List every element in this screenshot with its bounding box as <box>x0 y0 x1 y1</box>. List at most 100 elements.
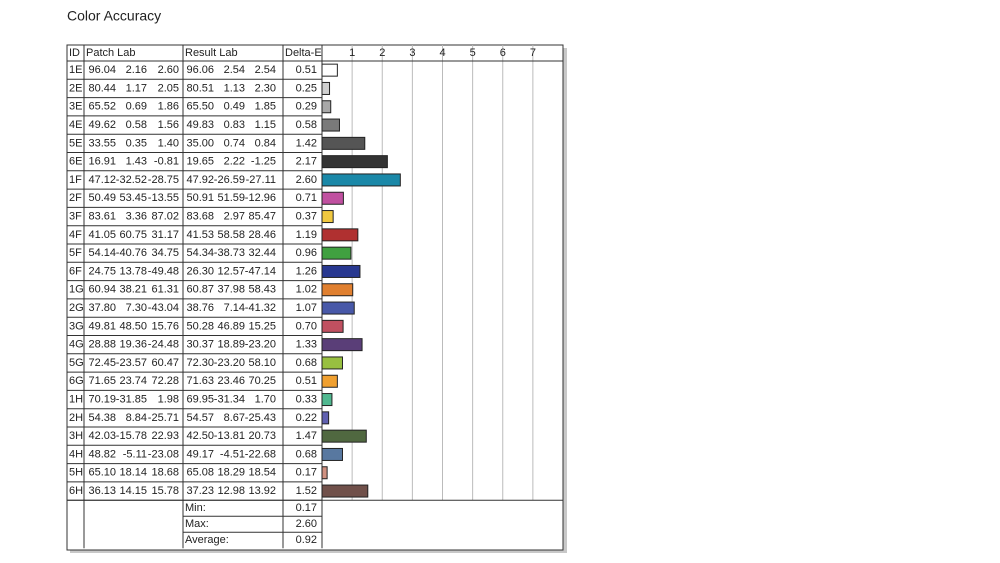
result-lab: 80.51 <box>186 82 214 94</box>
patch-lab: 16.91 <box>88 156 116 168</box>
patch-lab: 37.80 <box>88 302 116 314</box>
result-lab: 26.30 <box>186 265 214 277</box>
bar <box>321 118 340 132</box>
patch-lab: 71.65 <box>88 375 116 387</box>
result-lab: -23.20 <box>214 357 245 369</box>
result-lab: 1.85 <box>255 101 276 113</box>
result-lab: 70.25 <box>248 375 276 387</box>
patch-lab: 1.98 <box>158 393 179 405</box>
result-lab: 28.46 <box>248 229 276 241</box>
bar <box>321 393 333 407</box>
patch-lab: 2.16 <box>126 64 147 76</box>
result-lab: 58.10 <box>248 357 276 369</box>
patch-lab: 83.61 <box>88 210 116 222</box>
result-lab: 15.25 <box>248 320 276 332</box>
row-id: 6H <box>69 485 83 497</box>
patch-lab: -13.55 <box>148 192 179 204</box>
result-lab: 60.87 <box>186 284 214 296</box>
delta-e: 0.37 <box>296 210 317 222</box>
patch-lab: 49.81 <box>88 320 116 332</box>
result-lab: 54.57 <box>186 412 214 424</box>
summary-label: Average: <box>185 534 229 546</box>
bar <box>321 411 330 425</box>
result-lab: 50.28 <box>186 320 214 332</box>
result-lab: 58.58 <box>217 229 245 241</box>
bar <box>321 466 328 480</box>
header: ID <box>69 47 80 59</box>
result-lab: 38.76 <box>186 302 214 314</box>
row-id: 1E <box>69 64 82 76</box>
delta-e: 2.17 <box>296 156 317 168</box>
result-lab: -13.81 <box>214 430 245 442</box>
delta-e: 1.19 <box>296 229 317 241</box>
bar <box>321 319 344 333</box>
patch-lab: 0.58 <box>126 119 147 131</box>
patch-lab: 22.93 <box>151 430 179 442</box>
patch-lab: 1.17 <box>126 82 147 94</box>
result-lab: 0.84 <box>255 137 276 149</box>
result-lab: 2.30 <box>255 82 276 94</box>
patch-lab: -32.52 <box>116 174 147 186</box>
delta-e: 1.02 <box>296 284 317 296</box>
delta-e: 0.68 <box>296 357 317 369</box>
result-lab: 69.95 <box>186 393 214 405</box>
delta-e: 1.47 <box>296 430 317 442</box>
result-lab: 41.53 <box>186 229 214 241</box>
result-lab: -22.68 <box>245 448 276 460</box>
bar <box>321 191 344 205</box>
patch-lab: 60.75 <box>119 229 147 241</box>
delta-e: 2.60 <box>296 174 317 186</box>
row-id: 6F <box>69 265 82 277</box>
patch-lab: 80.44 <box>88 82 116 94</box>
patch-lab: 2.05 <box>158 82 179 94</box>
patch-lab: 49.62 <box>88 119 116 131</box>
patch-lab: 15.78 <box>151 485 179 497</box>
header: Patch Lab <box>86 47 136 59</box>
result-lab: -25.43 <box>245 412 276 424</box>
patch-lab: -5.11 <box>123 448 147 460</box>
result-lab: -38.73 <box>214 247 245 259</box>
patch-lab: 15.76 <box>151 320 179 332</box>
row-id: 4F <box>69 229 82 241</box>
patch-lab: 31.17 <box>151 229 179 241</box>
result-lab: 0.83 <box>224 119 245 131</box>
row-id: 3H <box>69 430 83 442</box>
delta-e: 0.58 <box>296 119 317 131</box>
result-lab: 2.54 <box>224 64 245 76</box>
result-lab: 65.08 <box>186 467 214 479</box>
patch-lab: 60.94 <box>88 284 116 296</box>
result-lab: 18.29 <box>217 467 245 479</box>
result-lab: 1.13 <box>224 82 245 94</box>
delta-e: 0.29 <box>296 101 317 113</box>
result-lab: -41.32 <box>245 302 276 314</box>
patch-lab: -0.81 <box>154 156 179 168</box>
result-lab: 71.63 <box>186 375 214 387</box>
bar <box>321 484 369 498</box>
patch-lab: -24.48 <box>148 339 179 351</box>
patch-lab: 18.68 <box>151 467 179 479</box>
delta-e: 0.96 <box>296 247 317 259</box>
delta-e: 1.26 <box>296 265 317 277</box>
result-lab: -26.59 <box>214 174 245 186</box>
row-id: 6G <box>69 375 84 387</box>
row-id: 5H <box>69 467 83 479</box>
bar <box>321 356 343 370</box>
patch-lab: 18.14 <box>119 467 147 479</box>
patch-lab: 13.78 <box>119 265 147 277</box>
patch-lab: -43.04 <box>148 302 179 314</box>
row-id: 1G <box>69 284 84 296</box>
patch-lab: 53.45 <box>119 192 147 204</box>
delta-e: 1.42 <box>296 137 317 149</box>
bar <box>321 81 331 95</box>
bar <box>321 447 343 461</box>
bar <box>321 210 334 224</box>
delta-e: 0.17 <box>296 467 317 479</box>
bar <box>321 338 363 352</box>
delta-e: 0.51 <box>296 64 317 76</box>
result-lab: -31.34 <box>214 393 245 405</box>
result-lab: 19.65 <box>186 156 214 168</box>
row-id: 2G <box>69 302 84 314</box>
patch-lab: 1.56 <box>158 119 179 131</box>
row-id: 4G <box>69 339 84 351</box>
result-lab: 12.57 <box>217 265 245 277</box>
